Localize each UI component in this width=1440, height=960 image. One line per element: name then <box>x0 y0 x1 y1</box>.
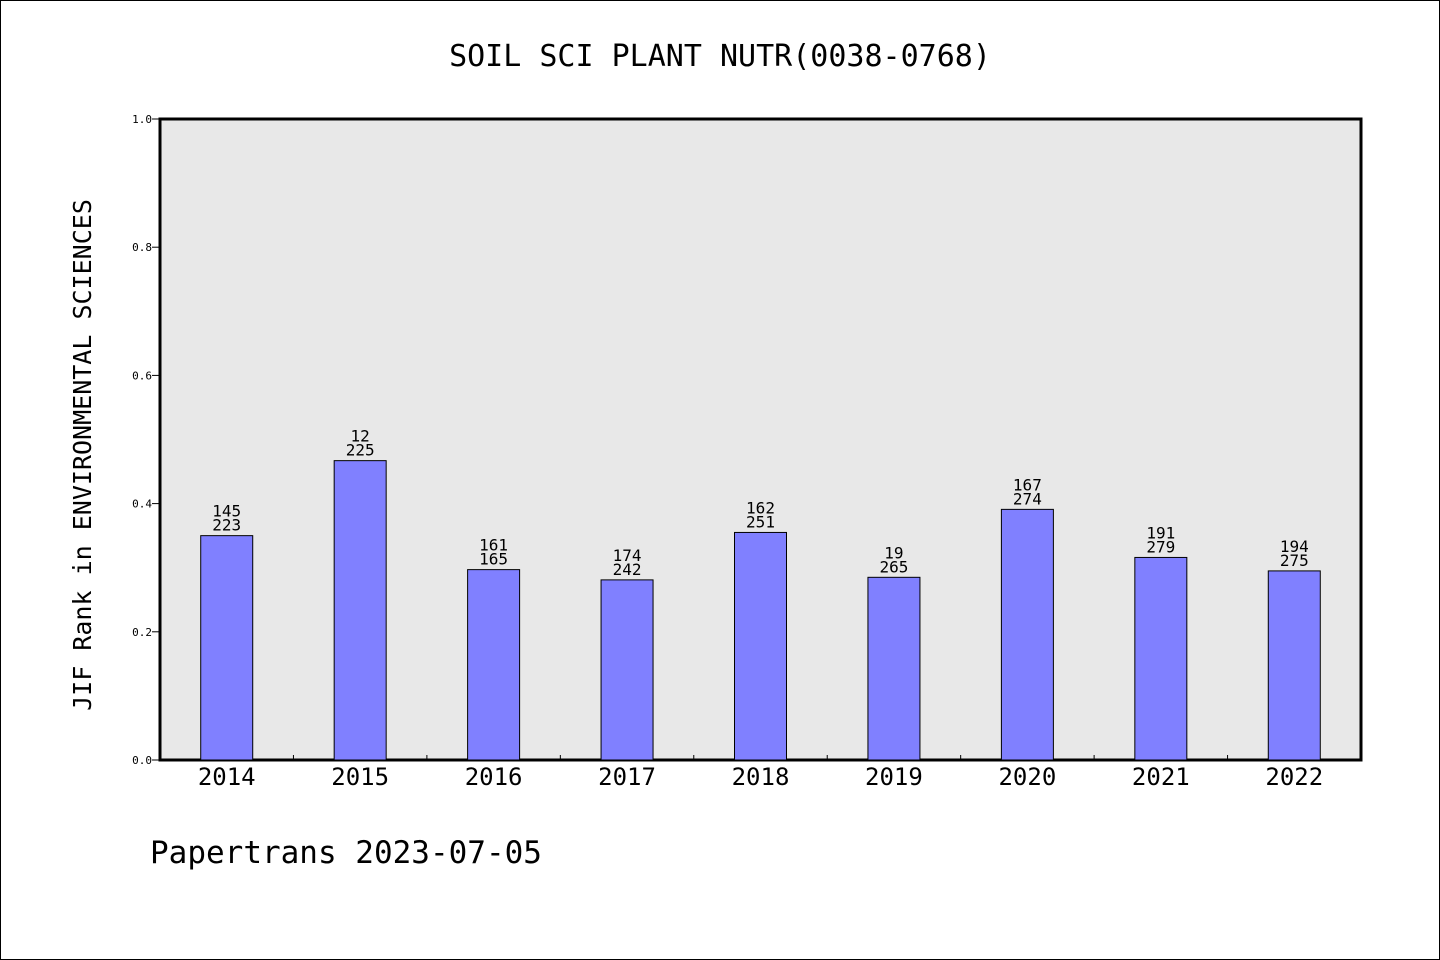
bar-total-label: 275 <box>1280 551 1309 570</box>
bar-total-label: 165 <box>479 550 508 569</box>
x-tick-label: 2015 <box>331 763 389 791</box>
bar-rank-label: 12 <box>351 427 370 446</box>
x-tick-label: 2022 <box>1265 763 1323 791</box>
bar-rank-label: 167 <box>1013 475 1042 494</box>
bar-rank-label: 161 <box>479 536 508 555</box>
bar-total-label: 279 <box>1146 537 1175 556</box>
bars-group <box>200 460 1321 761</box>
bar-2019 <box>867 576 921 761</box>
x-tick-label: 2014 <box>198 763 256 791</box>
x-tick-label: 2019 <box>865 763 923 791</box>
bar-total-label: 274 <box>1013 489 1042 508</box>
x-tick-label: 2018 <box>732 763 790 791</box>
x-tick-label: 2020 <box>998 763 1056 791</box>
y-tick-label: 0.2 <box>132 626 152 639</box>
bar-2021 <box>1134 556 1188 761</box>
bar-rank-label: 19 <box>884 543 903 562</box>
bar-2020 <box>1000 508 1054 761</box>
bar-2016 <box>467 569 521 761</box>
bar-rank-label: 145 <box>212 502 241 521</box>
x-axis-labels: 2014 2015 2016 2017 2018 2019 2020 2021 2022 <box>198 763 1323 791</box>
x-tick-label: 2016 <box>465 763 523 791</box>
bar-2018 <box>734 531 787 761</box>
x-tick-label: 2021 <box>1132 763 1190 791</box>
y-axis-ticks: 0.0 0.2 0.4 0.6 0.8 1.0 <box>132 113 160 767</box>
bar-total-label: 223 <box>212 516 241 535</box>
bar-2015 <box>333 460 387 761</box>
footer-credit: Papertrans 2023-07-05 <box>150 835 542 871</box>
y-tick-label: 0.8 <box>132 241 152 254</box>
y-axis-label: JIF Rank in ENVIRONMENTAL SCIENCES <box>68 199 97 711</box>
bar-2017 <box>600 579 654 761</box>
y-tick-label: 1.0 <box>132 113 152 126</box>
bar-2022 <box>1267 570 1321 761</box>
y-tick-label: 0.0 <box>132 754 152 767</box>
x-axis-ticks <box>292 755 1229 760</box>
y-tick-label: 0.4 <box>132 498 152 511</box>
bar-total-label: 251 <box>746 512 775 531</box>
bar-total-label: 265 <box>879 557 908 576</box>
bar-rank-label: 194 <box>1280 537 1309 556</box>
y-tick-label: 0.6 <box>132 369 152 382</box>
bar-rank-label: 162 <box>746 498 775 517</box>
bar-rank-label: 174 <box>613 546 642 565</box>
bar-2014 <box>200 535 254 761</box>
bar-total-label: 242 <box>613 560 642 579</box>
bar-total-label: 225 <box>346 441 375 460</box>
chart-title: SOIL SCI PLANT NUTR(0038-0768) <box>449 39 991 74</box>
bar-rank-label: 191 <box>1146 523 1175 542</box>
x-tick-label: 2017 <box>598 763 656 791</box>
